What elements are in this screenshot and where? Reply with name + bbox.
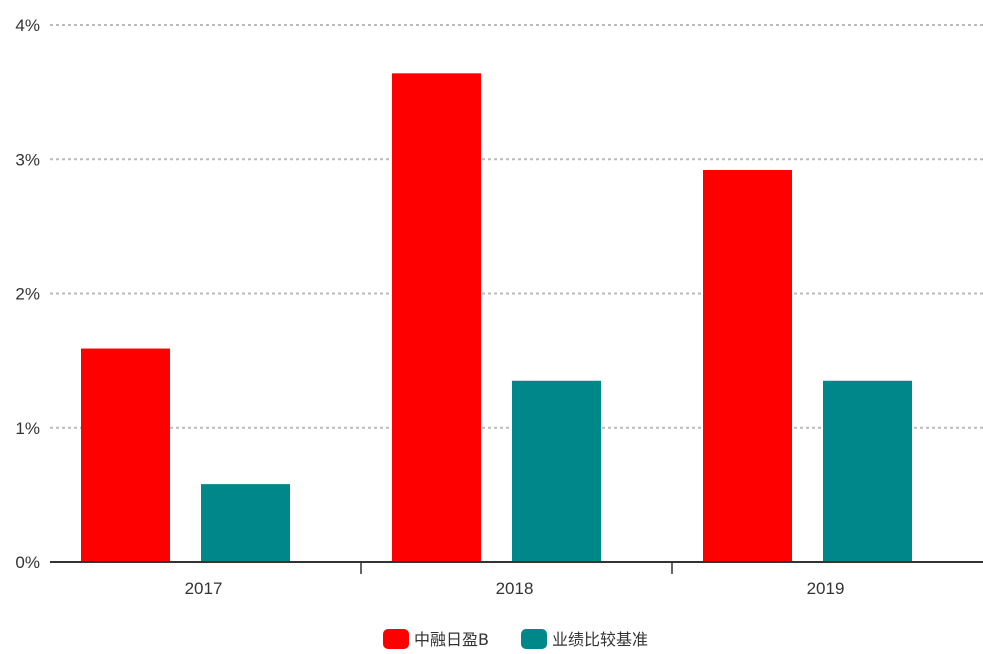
- legend-label: 中融日盈B: [414, 630, 489, 649]
- legend-swatch: [521, 629, 547, 649]
- x-tick-label: 2017: [185, 579, 223, 598]
- y-tick-label: 1%: [15, 419, 40, 438]
- legend-item: 中融日盈B: [383, 629, 489, 649]
- y-tick-label: 4%: [15, 16, 40, 35]
- y-tick-label: 2%: [15, 285, 40, 304]
- x-axis: 2017 2018 2019: [50, 561, 983, 598]
- bar-2019-series-1: [823, 380, 912, 562]
- bar-2017-series-1: [201, 484, 290, 562]
- legend-item: 业绩比较基准: [521, 629, 648, 649]
- bar-2019-series-0: [703, 169, 792, 563]
- legend: 中融日盈B 业绩比较基准: [383, 629, 648, 649]
- y-tick-label: 0%: [15, 553, 40, 572]
- legend-label: 业绩比较基准: [552, 630, 648, 649]
- x-tick-label: 2019: [807, 579, 845, 598]
- x-tick-label: 2018: [496, 579, 534, 598]
- bar-2018-series-0: [392, 73, 481, 562]
- y-tick-label: 3%: [15, 150, 40, 169]
- grid-lines: [50, 24, 983, 429]
- legend-swatch: [383, 629, 409, 649]
- bar-2017-series-0: [81, 348, 170, 562]
- y-axis: 0% 1% 2% 3% 4%: [15, 16, 40, 572]
- bars: [81, 73, 912, 563]
- bar-2018-series-1: [512, 380, 601, 562]
